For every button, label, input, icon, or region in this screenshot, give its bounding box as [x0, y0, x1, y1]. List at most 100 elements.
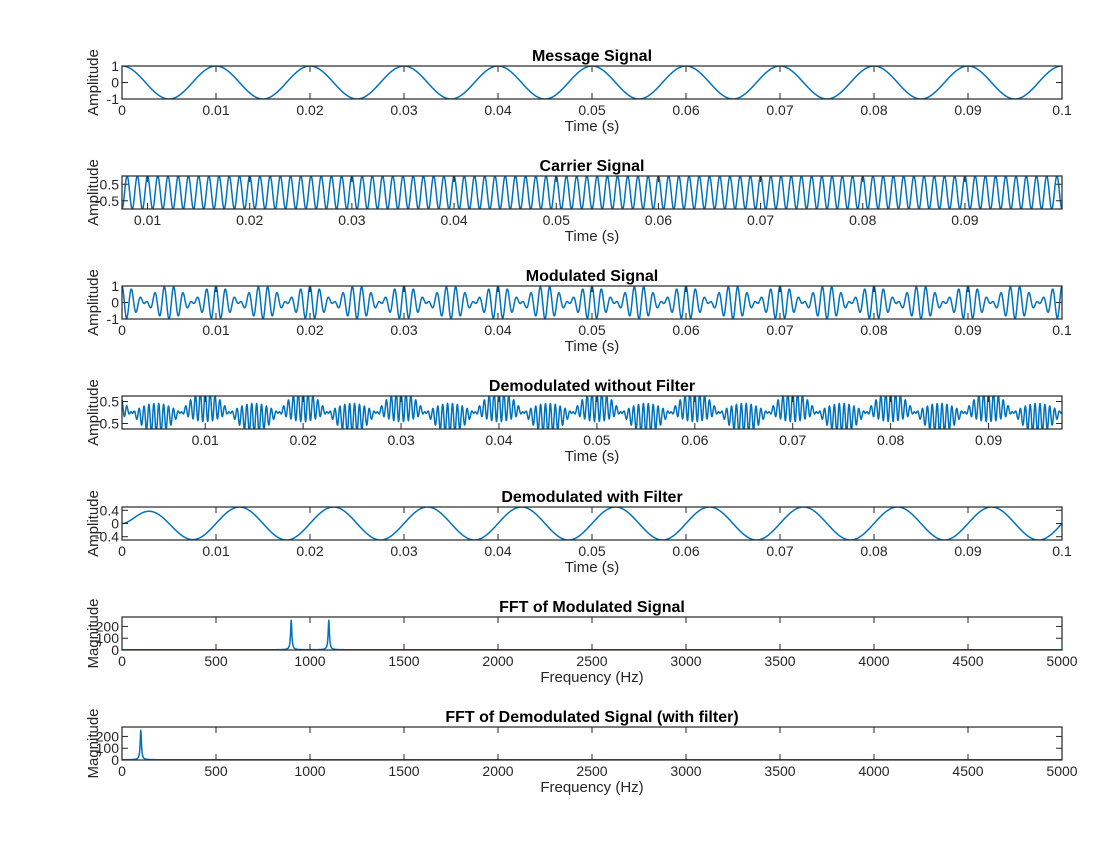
series-line [122, 507, 1062, 540]
x-tick-label: 0.09 [954, 322, 981, 338]
subplot-1: 0 0.01 0.02 0.03 0.04 0.05 0.06 0.07 0.08 0.09 0.1… [85, 48, 1072, 135]
series-line [122, 286, 1062, 319]
x-tick-label: 0.08 [860, 543, 887, 559]
x-tick-label: 2500 [576, 653, 607, 669]
x-axis-label: Time (s) [565, 118, 619, 135]
x-tick-label: 0.01 [202, 322, 229, 338]
series-line [122, 176, 1062, 209]
x-tick-label: 0.02 [296, 543, 323, 559]
x-tick-label: 0.02 [236, 212, 263, 228]
y-tick-label: 200 [96, 618, 120, 634]
x-tick-label: 0.02 [290, 432, 317, 448]
x-tick-label: 3500 [764, 653, 795, 669]
x-tick-label: 4500 [952, 653, 983, 669]
x-tick-label: 0.06 [672, 322, 699, 338]
subplot-3: 0 0.01 0.02 0.03 0.04 0.05 0.06 0.07 0.08 0.09 0.1… [85, 268, 1072, 355]
y-tick-label: 0 [111, 516, 119, 532]
y-tick-label: 0 [111, 295, 119, 311]
y-tick-label: 0.5 [100, 176, 120, 192]
x-tick-label: 0.06 [645, 212, 672, 228]
axes-frame [121, 175, 1063, 210]
x-tick-label: 0.07 [766, 543, 793, 559]
x-axis-label: Frequency (Hz) [540, 669, 643, 686]
x-axis-label: Time (s) [565, 228, 619, 245]
x-tick-label: 1000 [294, 763, 325, 779]
y-tick-label: 100 [96, 630, 120, 646]
y-axis-label: Amplitude [85, 269, 102, 336]
y-tick-label: 1 [111, 278, 119, 294]
x-tick-label: 0.04 [484, 543, 511, 559]
x-tick-label: 2000 [482, 763, 513, 779]
x-tick-label: 0.08 [849, 212, 876, 228]
x-tick-label: 0.05 [583, 432, 610, 448]
x-axis-label: Frequency (Hz) [540, 779, 643, 796]
x-tick-label: 0.09 [954, 543, 981, 559]
x-tick-label: 0.09 [975, 432, 1002, 448]
x-axis-label: Time (s) [565, 559, 619, 576]
subplot-7: 0 500 1000 1500 2000 2500 3000 3500 4000 4500 5000… [85, 708, 1078, 796]
x-tick-label: 0.05 [543, 212, 570, 228]
x-tick-label: 0.03 [390, 102, 417, 118]
x-tick-label: 0.05 [578, 543, 605, 559]
y-tick-label: -0.4 [95, 529, 119, 545]
x-tick-label: 1500 [388, 763, 419, 779]
x-tick-label: 0.04 [485, 432, 512, 448]
x-tick-label: 0.03 [338, 212, 365, 228]
x-tick-label: 4000 [858, 763, 889, 779]
x-tick-label: 0.1 [1052, 322, 1072, 338]
subplot-4: 0.01 0.02 0.03 0.04 0.05 0.06 0.07 0.08 0.09 -0.5… [85, 378, 1063, 465]
x-tick-label: 1000 [294, 653, 325, 669]
x-tick-label: 0.08 [860, 102, 887, 118]
y-axis-label: Amplitude [85, 490, 102, 557]
x-tick-label: 0.03 [390, 322, 417, 338]
axes-frame [121, 395, 1063, 430]
y-tick-label: 0.5 [100, 394, 120, 410]
series-line [122, 66, 1062, 99]
x-tick-label: 0.01 [134, 212, 161, 228]
y-tick-label: -1 [107, 311, 120, 327]
x-tick-label: 0 [118, 653, 126, 669]
x-tick-label: 4500 [952, 763, 983, 779]
y-tick-label: 0 [111, 75, 119, 91]
x-tick-label: 0.04 [440, 212, 467, 228]
x-tick-label: 0 [118, 543, 126, 559]
x-tick-label: 0.09 [954, 102, 981, 118]
x-tick-label: 0.08 [877, 432, 904, 448]
x-tick-label: 500 [204, 763, 228, 779]
x-tick-label: 0.04 [484, 322, 511, 338]
y-axis-label: Amplitude [85, 159, 102, 226]
x-tick-label: 0 [118, 102, 126, 118]
x-tick-label: 0.05 [578, 322, 605, 338]
x-tick-label: 5000 [1046, 653, 1077, 669]
x-tick-label: 0.1 [1052, 543, 1072, 559]
y-tick-label: 0.4 [100, 502, 120, 518]
x-tick-label: 3000 [670, 763, 701, 779]
x-tick-label: 2000 [482, 653, 513, 669]
y-tick-label: 1 [111, 58, 119, 74]
x-tick-label: 0.07 [779, 432, 806, 448]
x-axis-label: Time (s) [565, 338, 619, 355]
x-tick-label: 0 [118, 322, 126, 338]
y-axis-label: Amplitude [85, 379, 102, 446]
y-tick-label: -0.5 [95, 193, 119, 209]
x-tick-label: 0.03 [387, 432, 414, 448]
x-tick-label: 0.06 [681, 432, 708, 448]
y-tick-label: -0.5 [95, 416, 119, 432]
y-tick-label: 0 [111, 642, 119, 658]
y-axis-label: Magnitude [85, 708, 102, 778]
subplot-2: 0.01 0.02 0.03 0.04 0.05 0.06 0.07 0.08 0.09 -0.5… [85, 158, 1063, 245]
x-tick-label: 0.02 [296, 322, 323, 338]
x-tick-label: 1500 [388, 653, 419, 669]
x-tick-label: 3000 [670, 653, 701, 669]
x-axis-label: Time (s) [565, 448, 619, 465]
subplot-title: FFT of Demodulated Signal (with filter) [445, 709, 738, 726]
x-tick-label: 0.05 [578, 102, 605, 118]
x-tick-label: 0.01 [202, 102, 229, 118]
subplot-title: FFT of Modulated Signal [499, 599, 685, 616]
x-tick-label: 0.01 [202, 543, 229, 559]
y-tick-label: 200 [96, 728, 120, 744]
x-tick-label: 0.1 [1052, 102, 1072, 118]
x-tick-label: 0.07 [766, 322, 793, 338]
